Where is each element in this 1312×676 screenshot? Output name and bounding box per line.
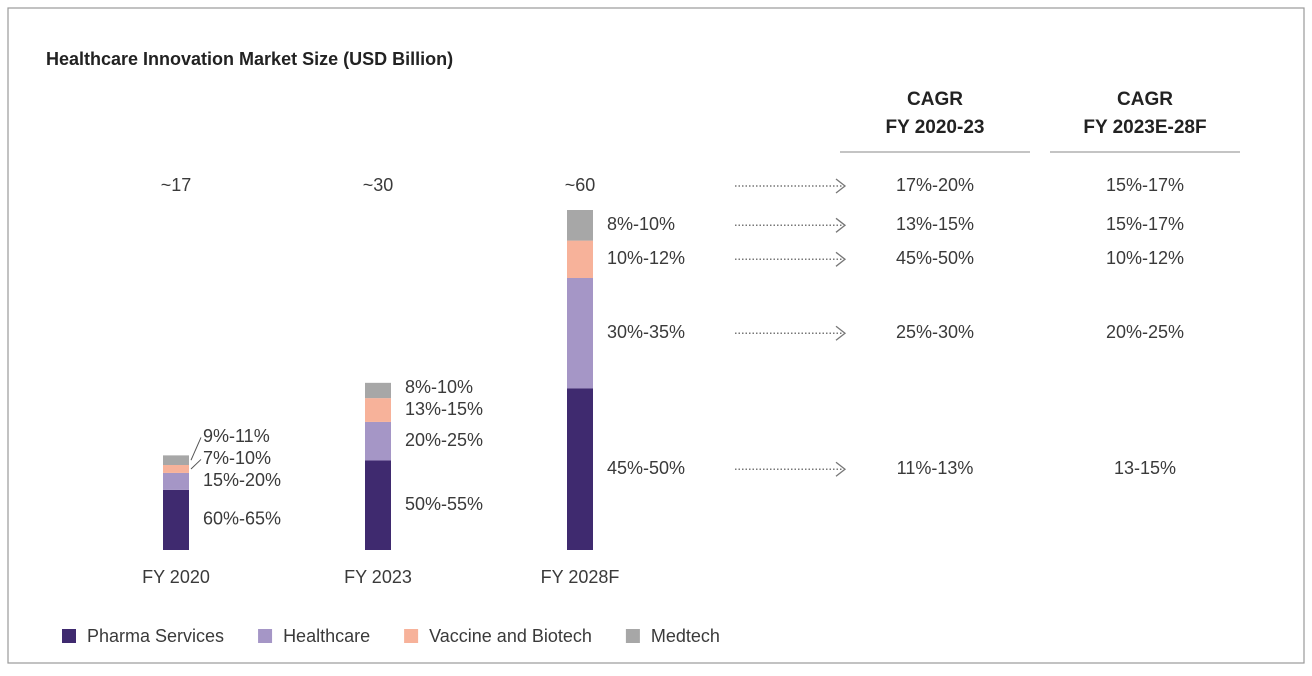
legend-swatch (62, 629, 76, 643)
cagr-cell: 11%-13% (897, 458, 974, 478)
legend-label: Healthcare (283, 626, 370, 646)
value-label: 8%-10% (607, 214, 675, 234)
total-label: ~17 (161, 175, 192, 195)
value-label: 30%-35% (607, 322, 685, 342)
value-label: 13%-15% (405, 399, 483, 419)
cagr-header: FY 2023E-28F (1083, 117, 1206, 138)
value-label: 60%-65% (203, 509, 281, 529)
x-tick-label: FY 2028F (541, 567, 620, 587)
legend-label: Medtech (651, 626, 720, 646)
arrow-head (835, 251, 847, 267)
bar-segment (163, 465, 189, 473)
cagr-cell: 15%-17% (1106, 175, 1184, 195)
legend-swatch (625, 629, 640, 643)
value-label: 50%-55% (405, 494, 483, 514)
bar-segment (567, 278, 593, 389)
bar-segment (365, 382, 391, 399)
cagr-cell: 20%-25% (1106, 322, 1184, 342)
value-label: 45%-50% (607, 458, 685, 478)
bar-segment (365, 421, 391, 461)
cagr-cell: 25%-30% (896, 322, 974, 342)
value-label: 10%-12% (607, 248, 685, 268)
value-label: 9%-11% (203, 426, 270, 446)
legend-swatch (258, 629, 273, 643)
cagr-header: CAGR (1117, 89, 1173, 110)
bar-segment (567, 240, 593, 278)
bar-segment (163, 472, 189, 490)
value-label: 15%-20% (203, 470, 281, 490)
leader-line (190, 437, 202, 461)
arrow-head (835, 217, 847, 233)
cagr-cell: 15%-17% (1106, 214, 1184, 234)
cagr-cell: 13%-15% (896, 214, 974, 234)
total-label: ~30 (363, 175, 394, 195)
bar-segment (567, 210, 593, 241)
bar-segment (163, 455, 189, 465)
total-label: ~60 (565, 175, 596, 195)
cagr-cell: 13-15% (1114, 458, 1176, 478)
cagr-header: FY 2020-23 (886, 117, 985, 138)
bar-segment (365, 398, 391, 422)
chart-title: Healthcare Innovation Market Size (USD B… (46, 49, 453, 69)
frame (7, 7, 1305, 664)
value-label: 8%-10% (405, 377, 473, 397)
leader-line (190, 459, 202, 470)
x-tick-label: FY 2020 (142, 567, 210, 587)
legend-label: Pharma Services (87, 626, 224, 646)
cagr-header: CAGR (907, 89, 963, 110)
cagr-cell: 45%-50% (896, 248, 974, 268)
bar-segment (365, 460, 391, 550)
cagr-cell: 10%-12% (1106, 248, 1184, 268)
arrow-head (835, 461, 847, 477)
value-label: 7%-10% (203, 448, 271, 468)
value-label: 20%-25% (405, 430, 483, 450)
cagr-cell: 17%-20% (896, 175, 974, 195)
arrow-head (835, 178, 847, 194)
arrow-head (835, 325, 847, 341)
legend-swatch (404, 629, 419, 643)
bar-segment (567, 388, 593, 550)
x-tick-label: FY 2023 (344, 567, 412, 587)
bar-segment (163, 489, 189, 550)
legend-label: Vaccine and Biotech (429, 626, 592, 646)
